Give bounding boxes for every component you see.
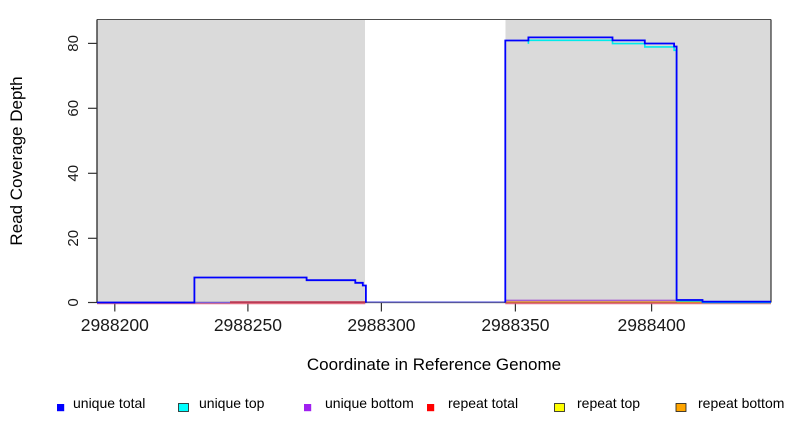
- svg-text:80: 80: [65, 35, 82, 52]
- svg-text:unique total: unique total: [73, 395, 145, 411]
- svg-text:0: 0: [65, 298, 82, 306]
- svg-text:repeat bottom: repeat bottom: [698, 395, 784, 411]
- svg-text:2988200: 2988200: [81, 315, 149, 335]
- svg-text:2988250: 2988250: [214, 315, 282, 335]
- svg-text:unique bottom: unique bottom: [325, 395, 414, 411]
- svg-text:Coordinate in Reference Genome: Coordinate in Reference Genome: [307, 355, 561, 374]
- svg-text:Read Coverage Depth: Read Coverage Depth: [7, 76, 26, 245]
- svg-text:20: 20: [65, 230, 82, 247]
- svg-text:60: 60: [65, 100, 82, 117]
- svg-text:2988350: 2988350: [481, 315, 549, 335]
- svg-text:2988400: 2988400: [618, 315, 686, 335]
- svg-text:repeat total: repeat total: [448, 395, 518, 411]
- svg-text:40: 40: [65, 165, 82, 182]
- svg-text:unique top: unique top: [199, 395, 265, 411]
- svg-text:repeat top: repeat top: [577, 395, 640, 411]
- svg-text:2988300: 2988300: [347, 315, 415, 335]
